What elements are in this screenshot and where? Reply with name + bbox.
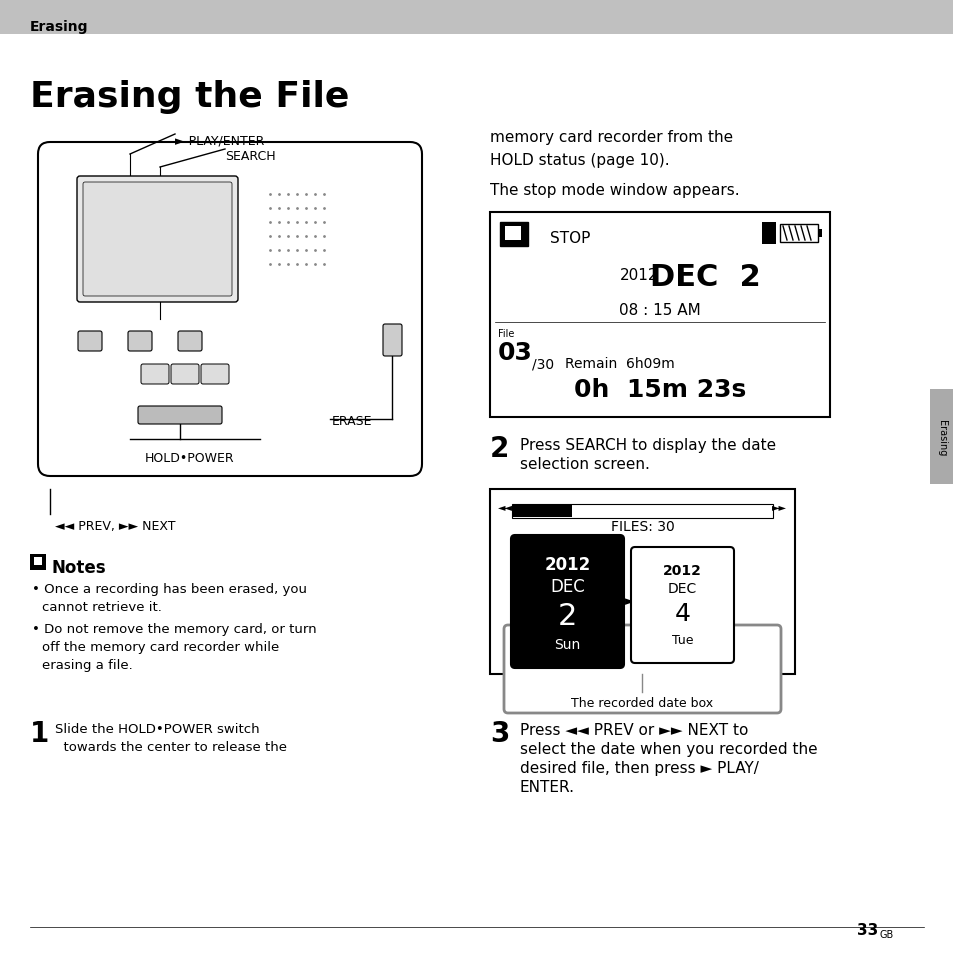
Text: DEC: DEC — [667, 581, 697, 596]
Text: off the memory card recorder while: off the memory card recorder while — [42, 640, 279, 654]
Text: select the date when you recorded the: select the date when you recorded the — [519, 741, 817, 757]
FancyBboxPatch shape — [128, 332, 152, 352]
Bar — [512, 504, 772, 518]
Text: 2012: 2012 — [662, 563, 701, 578]
Text: Sun: Sun — [554, 638, 580, 651]
Text: towards the center to release the: towards the center to release the — [55, 740, 287, 753]
FancyBboxPatch shape — [201, 365, 229, 385]
Text: 33: 33 — [856, 923, 877, 937]
Text: ◄◄ PREV, ►► NEXT: ◄◄ PREV, ►► NEXT — [55, 519, 175, 533]
Bar — [780, 225, 817, 243]
Text: Press SEARCH to display the date: Press SEARCH to display the date — [519, 437, 776, 453]
FancyBboxPatch shape — [178, 332, 202, 352]
Text: ◄◄: ◄◄ — [497, 501, 513, 512]
FancyBboxPatch shape — [83, 183, 232, 296]
Text: 4: 4 — [674, 601, 690, 625]
Text: 08 : 15 AM: 08 : 15 AM — [618, 303, 700, 317]
Text: • Once a recording has been erased, you: • Once a recording has been erased, you — [32, 582, 307, 596]
Text: Notes: Notes — [52, 558, 107, 577]
Bar — [499, 223, 527, 247]
Text: 2: 2 — [490, 435, 509, 462]
Bar — [34, 558, 42, 565]
Bar — [817, 230, 821, 237]
Text: 0h  15m 23s: 0h 15m 23s — [574, 377, 745, 401]
Bar — [0, 0, 953, 35]
Bar — [515, 539, 619, 664]
Text: 2012: 2012 — [544, 556, 590, 574]
FancyBboxPatch shape — [38, 143, 421, 476]
Bar — [490, 213, 829, 417]
FancyBboxPatch shape — [78, 332, 102, 352]
Text: Erasing: Erasing — [30, 20, 89, 34]
Text: Erasing the File: Erasing the File — [30, 80, 349, 113]
Text: 03: 03 — [497, 340, 533, 365]
Text: DEC  2: DEC 2 — [649, 263, 760, 292]
Bar — [929, 390, 953, 484]
Text: 3: 3 — [490, 720, 509, 747]
Text: FILES: 30: FILES: 30 — [610, 519, 674, 534]
Text: • Do not remove the memory card, or turn: • Do not remove the memory card, or turn — [32, 622, 316, 636]
Text: desired file, then press ► PLAY/: desired file, then press ► PLAY/ — [519, 760, 758, 775]
Text: Press ◄◄ PREV or ►► NEXT to: Press ◄◄ PREV or ►► NEXT to — [519, 722, 747, 738]
Text: STOP: STOP — [550, 231, 590, 246]
FancyBboxPatch shape — [503, 625, 781, 713]
Text: erasing a file.: erasing a file. — [42, 659, 132, 671]
Text: The recorded date box: The recorded date box — [571, 697, 713, 709]
Text: DEC: DEC — [550, 578, 584, 596]
FancyBboxPatch shape — [171, 365, 199, 385]
Text: selection screen.: selection screen. — [519, 456, 649, 472]
Text: Slide the HOLD•POWER switch: Slide the HOLD•POWER switch — [55, 722, 259, 735]
Text: Erasing: Erasing — [936, 419, 946, 456]
Text: File: File — [497, 329, 514, 338]
Text: ►►: ►► — [771, 501, 786, 512]
FancyBboxPatch shape — [511, 536, 623, 668]
Text: Tue: Tue — [671, 634, 693, 646]
Text: The stop mode window appears.: The stop mode window appears. — [490, 183, 739, 198]
Bar — [512, 505, 572, 517]
Text: cannot retrieve it.: cannot retrieve it. — [42, 600, 162, 614]
Text: ERASE: ERASE — [332, 415, 372, 428]
Text: HOLD•POWER: HOLD•POWER — [145, 452, 234, 464]
Text: memory card recorder from the: memory card recorder from the — [490, 130, 732, 145]
Text: ►: ► — [624, 595, 634, 607]
Text: 2012: 2012 — [619, 268, 658, 283]
Text: 1: 1 — [30, 720, 50, 747]
FancyBboxPatch shape — [382, 325, 401, 356]
Text: Remain  6h09m: Remain 6h09m — [564, 356, 674, 371]
FancyBboxPatch shape — [630, 547, 733, 663]
FancyBboxPatch shape — [138, 407, 222, 424]
Bar — [490, 490, 794, 675]
Text: SEARCH: SEARCH — [225, 150, 275, 163]
Text: GB: GB — [879, 929, 893, 939]
Text: /30: /30 — [532, 356, 554, 371]
FancyBboxPatch shape — [141, 365, 169, 385]
Bar — [30, 555, 46, 571]
Text: 2: 2 — [558, 601, 577, 630]
Text: HOLD status (page 10).: HOLD status (page 10). — [490, 152, 669, 168]
FancyBboxPatch shape — [77, 177, 237, 303]
Text: ► PLAY/ENTER: ► PLAY/ENTER — [174, 135, 264, 148]
Bar — [761, 223, 775, 245]
Bar — [504, 227, 520, 241]
Text: ENTER.: ENTER. — [519, 780, 575, 794]
